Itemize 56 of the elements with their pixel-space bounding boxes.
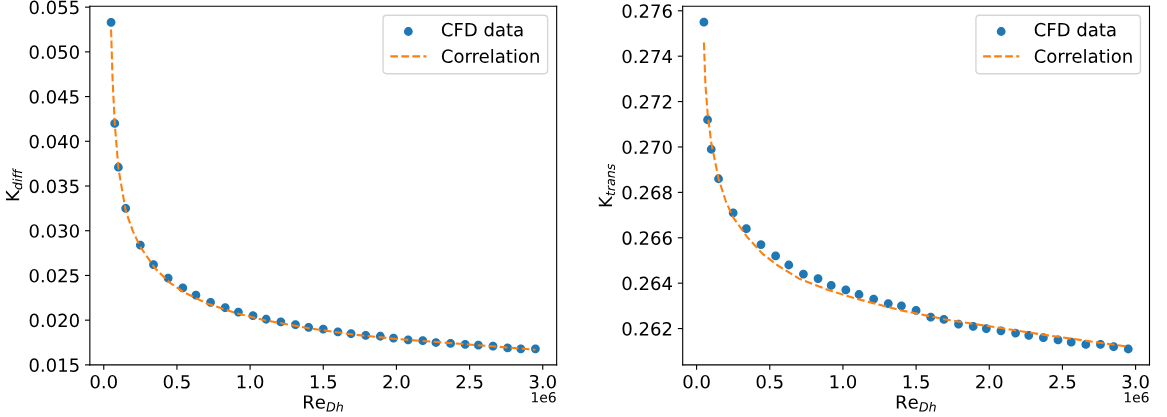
point: [883, 299, 893, 308]
point: [741, 224, 751, 234]
point: [771, 251, 781, 261]
y-tick-label: 0.050: [29, 45, 79, 59]
y-tick-label: 0.025: [29, 268, 79, 283]
y-tick-label: 0.035: [29, 179, 79, 194]
x-tick-label: 1.0: [237, 374, 264, 389]
y-tick-label: 0.030: [29, 224, 79, 238]
x-tick-label: 2.5: [456, 374, 483, 389]
legend-label: CFD data: [1034, 22, 1116, 37]
point: [699, 17, 709, 27]
point: [826, 281, 836, 290]
y-tick-label: 0.262: [622, 322, 672, 336]
x-tick-label: 1.5: [310, 375, 337, 389]
y-tick-label: 0.266: [622, 231, 672, 245]
legend-label: CFD data: [441, 22, 523, 37]
x-tick-label: 2.0: [383, 374, 410, 389]
point: [784, 260, 794, 270]
x-tick-label: 2.5: [1049, 374, 1076, 389]
text: 1e6: [1124, 392, 1149, 403]
point: [897, 301, 906, 311]
y-axis-title: K$_{trans}$: [598, 163, 616, 207]
x-tick-label: 0.5: [163, 374, 190, 389]
y-tick-label: 0.055: [29, 0, 79, 15]
x-tick-label: 1.0: [830, 374, 857, 389]
y-tick-label: 0.270: [622, 140, 672, 155]
y-tick-label: 0.264: [622, 276, 672, 291]
legend-label: Correlation: [1034, 49, 1132, 63]
x-axis-title: Re$_{Dh}$: [896, 395, 936, 412]
x-tick-label: 0.5: [756, 374, 783, 389]
point: [854, 290, 864, 299]
text: 1e6: [531, 392, 556, 403]
point: [106, 17, 116, 27]
x-tick-label: 1.5: [903, 375, 929, 389]
x-axis-title: Re$_{Dh}$: [304, 395, 343, 412]
legend-label: Correlation: [441, 49, 539, 63]
point: [1123, 344, 1133, 354]
y-tick-label: 0.274: [622, 49, 672, 64]
x-tick-label: 0.0: [683, 374, 710, 389]
x-tick-label: 2.0: [976, 374, 1003, 389]
y-tick-label: 0.272: [622, 95, 672, 109]
point: [756, 240, 766, 249]
y-tick-label: 0.015: [29, 358, 79, 372]
point: [841, 285, 851, 295]
x-tick-label: 0.0: [90, 374, 117, 389]
y-tick-label: 0.040: [29, 134, 79, 149]
x-tick-label: 3.0: [1122, 374, 1149, 389]
point: [799, 269, 808, 279]
y-tick-label: 0.045: [29, 90, 79, 104]
y-axis-title: K$_{diff}$: [5, 168, 23, 201]
point: [813, 274, 823, 284]
y-tick-label: 0.276: [622, 4, 672, 18]
y-tick-label: 0.268: [622, 185, 672, 200]
x-tick-label: 3.0: [529, 374, 556, 389]
y-tick-label: 0.020: [29, 313, 79, 328]
point: [531, 344, 540, 354]
